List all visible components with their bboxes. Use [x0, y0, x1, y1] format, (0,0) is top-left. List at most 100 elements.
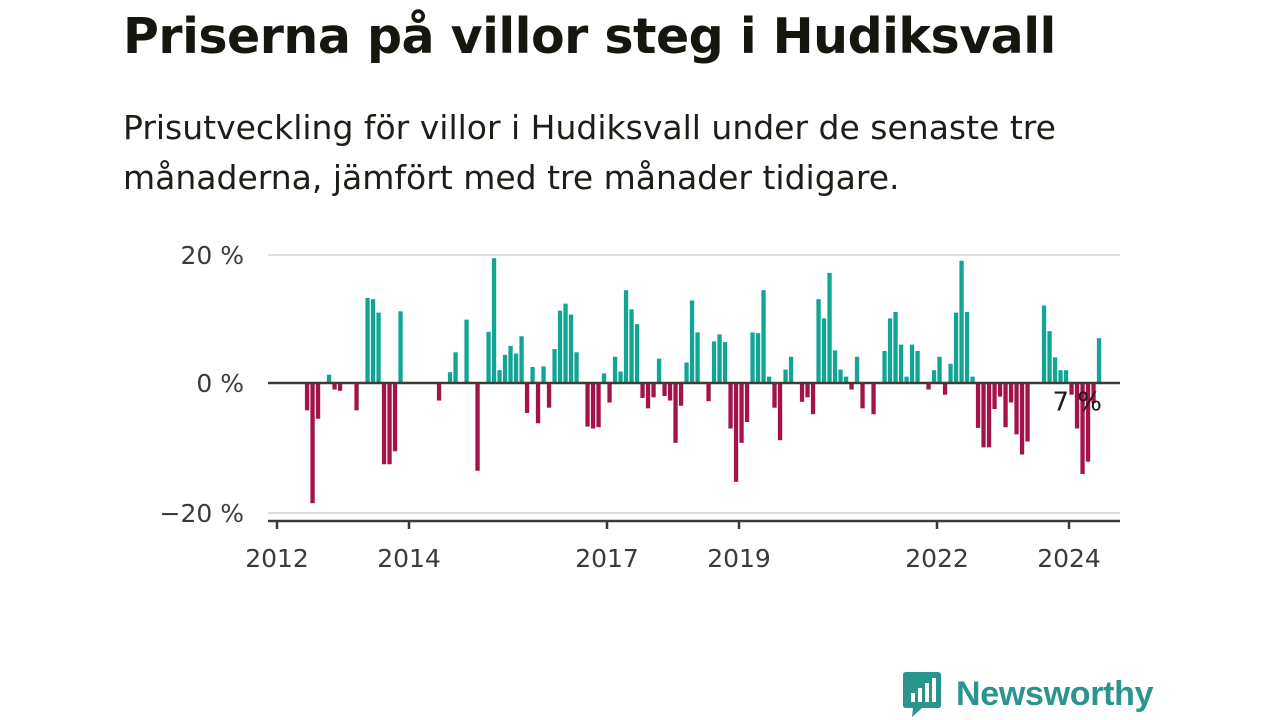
bar — [1008, 383, 1014, 403]
bar — [546, 383, 552, 408]
bar — [827, 272, 832, 383]
bar — [612, 356, 618, 383]
x-tick-label: 2019 — [707, 544, 771, 573]
y-tick-label: −20 % — [160, 499, 244, 528]
bar — [486, 331, 491, 383]
bar — [783, 369, 788, 383]
bar — [810, 383, 816, 415]
bar — [662, 383, 667, 396]
y-tick-label: 0 % — [196, 369, 244, 398]
bar — [898, 344, 904, 383]
bar — [673, 383, 678, 443]
bar — [326, 374, 332, 383]
bar — [937, 356, 942, 383]
bar — [843, 376, 849, 383]
bar — [821, 318, 827, 383]
bar — [772, 383, 777, 408]
bar — [513, 353, 519, 383]
bar — [981, 383, 986, 448]
x-tick-label: 2022 — [905, 544, 969, 573]
bar — [986, 383, 992, 448]
bar — [574, 352, 579, 383]
bar — [728, 383, 733, 429]
bar — [1069, 383, 1074, 395]
bar — [909, 344, 915, 383]
bar — [893, 311, 898, 383]
bar — [645, 383, 651, 409]
bar — [832, 350, 838, 383]
bar — [904, 376, 909, 383]
bar — [942, 383, 948, 395]
bar — [689, 300, 695, 383]
bar — [744, 383, 750, 422]
bar — [1025, 383, 1030, 442]
bar — [777, 383, 783, 441]
bar — [766, 376, 772, 383]
bar — [376, 312, 381, 383]
bar — [596, 383, 601, 428]
bar — [623, 290, 629, 383]
bar — [332, 383, 337, 390]
bars — [304, 258, 1102, 504]
last-value-annotation: 7 % — [1052, 388, 1102, 418]
bar — [860, 383, 865, 409]
bar — [1058, 370, 1063, 383]
bar — [381, 383, 387, 465]
bar — [871, 383, 876, 415]
bar — [337, 383, 343, 391]
bar — [739, 383, 744, 443]
bar — [365, 297, 370, 383]
bar — [387, 383, 392, 465]
bar — [695, 332, 700, 383]
bar — [310, 383, 315, 504]
bar — [541, 366, 546, 383]
bar — [915, 351, 920, 383]
bar — [799, 383, 805, 402]
bar — [750, 332, 755, 383]
bar — [524, 383, 530, 413]
bar — [717, 334, 722, 383]
bar — [601, 373, 607, 383]
bar — [398, 311, 403, 383]
bar — [618, 371, 623, 383]
bar — [887, 318, 893, 383]
bar — [882, 351, 887, 383]
bar — [838, 369, 843, 383]
bar — [761, 290, 766, 383]
bar — [530, 367, 535, 383]
bar — [1063, 370, 1069, 383]
bar — [948, 363, 953, 383]
bar — [711, 341, 717, 383]
bar — [315, 383, 321, 419]
bar — [464, 319, 469, 383]
bar — [1096, 338, 1102, 383]
bar — [491, 258, 497, 383]
bar — [931, 370, 937, 383]
x-tick-label: 2012 — [245, 544, 309, 573]
bar — [926, 383, 931, 390]
bar — [1041, 305, 1047, 383]
bar — [392, 383, 398, 452]
bar — [849, 383, 854, 390]
bar — [706, 383, 711, 402]
chart-title: Priserna på villor steg i Hudiksvall — [123, 8, 1056, 65]
bar — [475, 383, 480, 471]
bar — [497, 370, 502, 383]
chart-subtitle: Prisutveckling för villor i Hudiksvall u… — [123, 108, 1056, 197]
x-tick-label: 2024 — [1037, 544, 1101, 573]
bar — [970, 376, 975, 383]
bar — [640, 383, 645, 398]
bar — [953, 312, 959, 383]
grid-lines — [268, 254, 1120, 514]
bar — [629, 309, 634, 383]
bar — [975, 383, 981, 428]
bar — [667, 383, 673, 401]
bar — [1052, 357, 1058, 383]
bar — [590, 383, 596, 429]
bar — [1074, 383, 1080, 429]
bar — [854, 356, 860, 383]
x-tick-label: 2017 — [575, 544, 639, 573]
bar — [370, 299, 376, 383]
axes — [268, 381, 1120, 529]
tick-labels: 20 % 0 % −20 %2012 2014 2017 2019 2022 2024 7 % — [160, 241, 1102, 573]
